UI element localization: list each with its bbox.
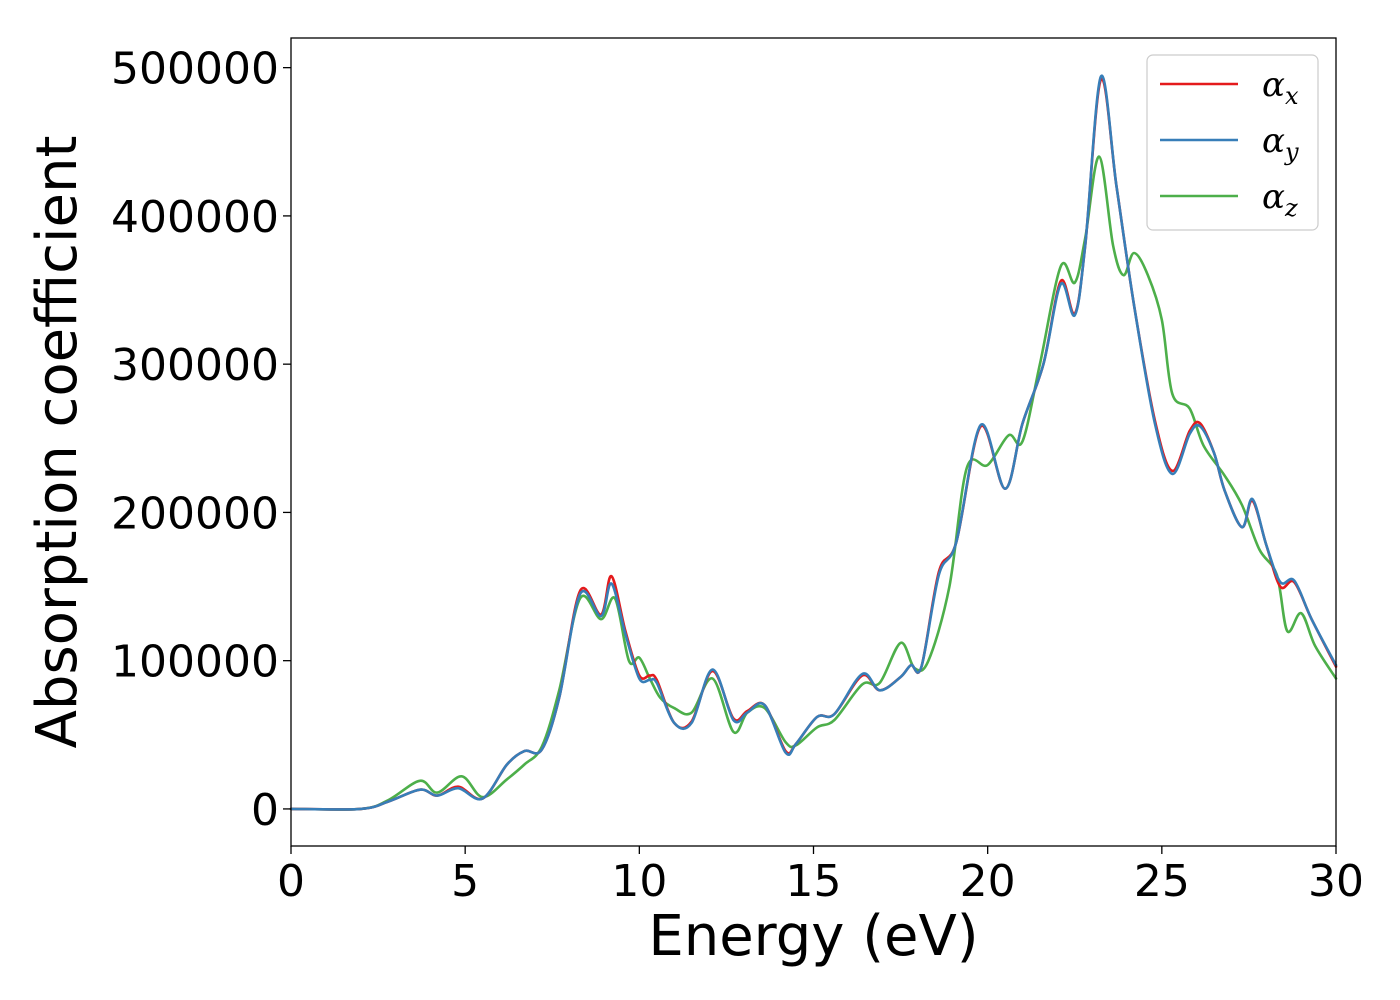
x-tick-label: 20 bbox=[960, 856, 1016, 907]
x-tick-label: 10 bbox=[611, 856, 667, 907]
legend-label-main: α bbox=[1262, 65, 1285, 105]
y-axis-title: Absorption coefficient bbox=[25, 136, 90, 749]
x-tick-label: 15 bbox=[786, 856, 842, 907]
legend-label-y: αy bbox=[1262, 121, 1299, 166]
legend-label-x: αx bbox=[1262, 65, 1299, 110]
y-tick-label: 200000 bbox=[111, 488, 279, 539]
legend-label-sub: x bbox=[1285, 82, 1299, 110]
series-line-y bbox=[289, 74, 1338, 811]
y-tick-label: 100000 bbox=[111, 637, 279, 688]
series-line-z bbox=[289, 155, 1338, 811]
y-tick-label: 500000 bbox=[111, 44, 279, 95]
x-tick-label: 25 bbox=[1134, 856, 1190, 907]
y-tick-label: 400000 bbox=[111, 192, 279, 243]
x-tick-label: 0 bbox=[277, 856, 305, 907]
legend-label-main: α bbox=[1262, 177, 1285, 217]
series-layer bbox=[289, 74, 1338, 811]
legend-box bbox=[1146, 54, 1319, 231]
y-tick-label: 0 bbox=[251, 785, 279, 836]
x-tick-label: 30 bbox=[1308, 856, 1364, 907]
legend-label-sub: z bbox=[1284, 194, 1298, 222]
y-axis-ticks: 0 100000 200000 300000 400000 500000 bbox=[111, 44, 291, 836]
x-axis-ticks: 0 5 10 15 20 25 30 bbox=[277, 846, 1364, 907]
y-tick-label: 300000 bbox=[111, 340, 279, 391]
x-tick-label: 5 bbox=[451, 856, 479, 907]
legend-label-main: α bbox=[1262, 121, 1285, 161]
x-axis-title: Energy (eV) bbox=[648, 904, 978, 969]
legend-label-sub: y bbox=[1284, 138, 1299, 166]
legend-label-z: αz bbox=[1262, 177, 1298, 222]
